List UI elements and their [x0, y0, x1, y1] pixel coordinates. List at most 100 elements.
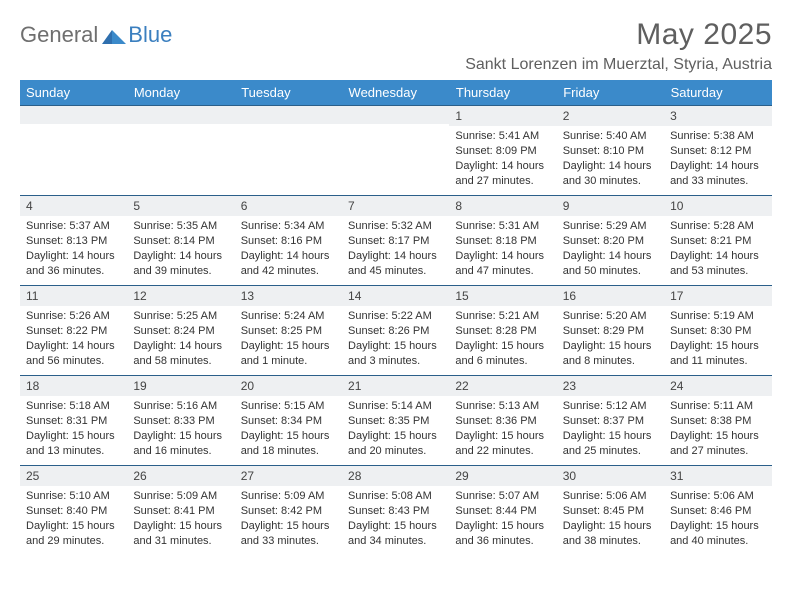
sunset-text: Sunset: 8:25 PM [241, 324, 336, 339]
sunset-text: Sunset: 8:12 PM [670, 144, 765, 159]
daylight-text: Daylight: 15 hours and 29 minutes. [26, 519, 121, 549]
calendar-cell: 2Sunrise: 5:40 AMSunset: 8:10 PMDaylight… [557, 105, 664, 195]
calendar-cell: 8Sunrise: 5:31 AMSunset: 8:18 PMDaylight… [449, 195, 556, 285]
calendar-cell [127, 105, 234, 195]
sunset-text: Sunset: 8:35 PM [348, 414, 443, 429]
daylight-text: Daylight: 15 hours and 38 minutes. [563, 519, 658, 549]
weekday-header: Friday [557, 80, 664, 105]
calendar-cell [342, 105, 449, 195]
day-details: Sunrise: 5:09 AMSunset: 8:41 PMDaylight:… [127, 486, 234, 550]
sunset-text: Sunset: 8:45 PM [563, 504, 658, 519]
day-details: Sunrise: 5:14 AMSunset: 8:35 PMDaylight:… [342, 396, 449, 460]
sunset-text: Sunset: 8:41 PM [133, 504, 228, 519]
day-number: 13 [235, 285, 342, 306]
calendar-cell: 12Sunrise: 5:25 AMSunset: 8:24 PMDayligh… [127, 285, 234, 375]
day-details: Sunrise: 5:15 AMSunset: 8:34 PMDaylight:… [235, 396, 342, 460]
empty-day-band [235, 105, 342, 124]
calendar-body: 1Sunrise: 5:41 AMSunset: 8:09 PMDaylight… [20, 105, 772, 555]
day-number: 26 [127, 465, 234, 486]
header: General Blue May 2025 Sankt Lorenzen im … [20, 18, 772, 74]
daylight-text: Daylight: 15 hours and 25 minutes. [563, 429, 658, 459]
daylight-text: Daylight: 14 hours and 56 minutes. [26, 339, 121, 369]
day-number: 25 [20, 465, 127, 486]
calendar-cell: 18 Sunrise: 5:18 AMSunset: 8:31 PMDayligh… [20, 375, 127, 465]
calendar-table: SundayMondayTuesdayWednesdayThursdayFrid… [20, 80, 772, 555]
calendar-cell: 23Sunrise: 5:12 AMSunset: 8:37 PMDayligh… [557, 375, 664, 465]
day-details: Sunrise: 5:20 AMSunset: 8:29 PMDaylight:… [557, 306, 664, 370]
calendar-cell: 9Sunrise: 5:29 AMSunset: 8:20 PMDaylight… [557, 195, 664, 285]
calendar-week: 18Sunrise: 5:18 AMSunset: 8:31 PMDayligh… [20, 375, 772, 465]
daylight-text: Daylight: 15 hours and 33 minutes. [241, 519, 336, 549]
day-number: 10 [664, 195, 771, 216]
sunset-text: Sunset: 8:46 PM [670, 504, 765, 519]
sunrise-text: Sunrise: 5:18 AM [26, 399, 121, 414]
calendar-cell: 5Sunrise: 5:35 AMSunset: 8:14 PMDaylight… [127, 195, 234, 285]
sunset-text: Sunset: 8:10 PM [563, 144, 658, 159]
sunrise-text: Sunrise: 5:41 AM [455, 129, 550, 144]
day-details: Sunrise: 5:22 AMSunset: 8:26 PMDaylight:… [342, 306, 449, 370]
sunrise-text: Sunrise: 5:14 AM [348, 399, 443, 414]
calendar-week: 25Sunrise: 5:10 AMSunset: 8:40 PMDayligh… [20, 465, 772, 555]
day-number: 30 [557, 465, 664, 486]
daylight-text: Daylight: 14 hours and 27 minutes. [455, 159, 550, 189]
sunset-text: Sunset: 8:30 PM [670, 324, 765, 339]
daylight-text: Daylight: 15 hours and 3 minutes. [348, 339, 443, 369]
daylight-text: Daylight: 15 hours and 20 minutes. [348, 429, 443, 459]
brand-text-2: Blue [128, 22, 172, 48]
sunset-text: Sunset: 8:29 PM [563, 324, 658, 339]
sunrise-text: Sunrise: 5:37 AM [26, 219, 121, 234]
daylight-text: Daylight: 15 hours and 18 minutes. [241, 429, 336, 459]
day-number: 1 [449, 105, 556, 126]
sunrise-text: Sunrise: 5:19 AM [670, 309, 765, 324]
sunrise-text: Sunrise: 5:35 AM [133, 219, 228, 234]
day-details: Sunrise: 5:40 AMSunset: 8:10 PMDaylight:… [557, 126, 664, 190]
daylight-text: Daylight: 14 hours and 50 minutes. [563, 249, 658, 279]
sunrise-text: Sunrise: 5:12 AM [563, 399, 658, 414]
day-number: 6 [235, 195, 342, 216]
day-details: Sunrise: 5:28 AMSunset: 8:21 PMDaylight:… [664, 216, 771, 280]
sunset-text: Sunset: 8:22 PM [26, 324, 121, 339]
calendar-cell: 24Sunrise: 5:11 AMSunset: 8:38 PMDayligh… [664, 375, 771, 465]
sunrise-text: Sunrise: 5:06 AM [670, 489, 765, 504]
calendar-cell: 25Sunrise: 5:10 AMSunset: 8:40 PMDayligh… [20, 465, 127, 555]
daylight-text: Daylight: 15 hours and 8 minutes. [563, 339, 658, 369]
daylight-text: Daylight: 15 hours and 40 minutes. [670, 519, 765, 549]
calendar-cell: 28Sunrise: 5:08 AMSunset: 8:43 PMDayligh… [342, 465, 449, 555]
sunset-text: Sunset: 8:24 PM [133, 324, 228, 339]
month-title: May 2025 [465, 18, 772, 52]
calendar-cell [20, 105, 127, 195]
sunset-text: Sunset: 8:31 PM [26, 414, 121, 429]
day-details: Sunrise: 5:25 AMSunset: 8:24 PMDaylight:… [127, 306, 234, 370]
calendar-cell: 16Sunrise: 5:20 AMSunset: 8:29 PMDayligh… [557, 285, 664, 375]
sunset-text: Sunset: 8:20 PM [563, 234, 658, 249]
day-number: 23 [557, 375, 664, 396]
calendar-cell: 31Sunrise: 5:06 AMSunset: 8:46 PMDayligh… [664, 465, 771, 555]
daylight-text: Daylight: 15 hours and 13 minutes. [26, 429, 121, 459]
daylight-text: Daylight: 14 hours and 53 minutes. [670, 249, 765, 279]
day-number: 29 [449, 465, 556, 486]
day-details: Sunrise: 5:24 AMSunset: 8:25 PMDaylight:… [235, 306, 342, 370]
calendar-cell: 1Sunrise: 5:41 AMSunset: 8:09 PMDaylight… [449, 105, 556, 195]
sunset-text: Sunset: 8:43 PM [348, 504, 443, 519]
day-number: 16 [557, 285, 664, 306]
day-number: 18 [20, 375, 127, 396]
day-number: 12 [127, 285, 234, 306]
daylight-text: Daylight: 14 hours and 36 minutes. [26, 249, 121, 279]
day-number: 8 [449, 195, 556, 216]
day-number: 5 [127, 195, 234, 216]
calendar-cell [235, 105, 342, 195]
calendar-week: 11Sunrise: 5:26 AMSunset: 8:22 PMDayligh… [20, 285, 772, 375]
calendar-cell: 10Sunrise: 5:28 AMSunset: 8:21 PMDayligh… [664, 195, 771, 285]
empty-day-band [127, 105, 234, 124]
sunrise-text: Sunrise: 5:06 AM [563, 489, 658, 504]
sunrise-text: Sunrise: 5:07 AM [455, 489, 550, 504]
daylight-text: Daylight: 14 hours and 47 minutes. [455, 249, 550, 279]
sunrise-text: Sunrise: 5:40 AM [563, 129, 658, 144]
sunrise-text: Sunrise: 5:20 AM [563, 309, 658, 324]
day-details: Sunrise: 5:32 AMSunset: 8:17 PMDaylight:… [342, 216, 449, 280]
day-details: Sunrise: 5:26 AMSunset: 8:22 PMDaylight:… [20, 306, 127, 370]
day-details: Sunrise: 5:34 AMSunset: 8:16 PMDaylight:… [235, 216, 342, 280]
calendar-cell: 4Sunrise: 5:37 AMSunset: 8:13 PMDaylight… [20, 195, 127, 285]
calendar-cell: 3Sunrise: 5:38 AMSunset: 8:12 PMDaylight… [664, 105, 771, 195]
brand-mark-icon [102, 26, 126, 44]
